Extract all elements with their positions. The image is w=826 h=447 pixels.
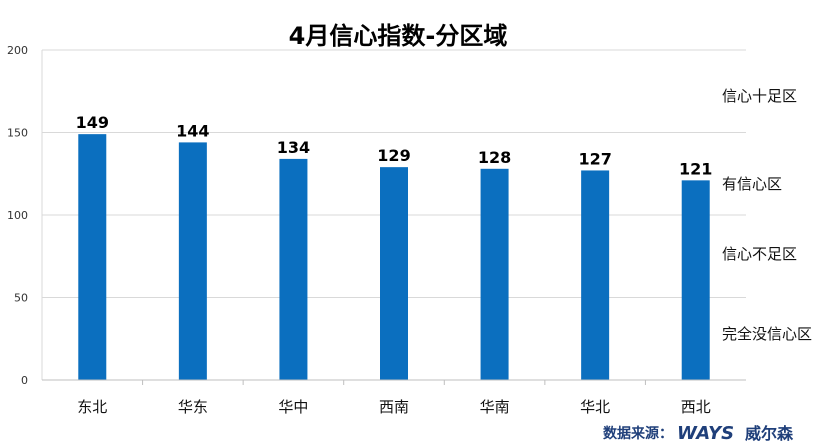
- data-label: 134: [277, 138, 310, 157]
- y-tick-label: 150: [7, 127, 28, 140]
- zone-label-high: 信心十足区: [722, 87, 797, 105]
- brand-logo-text: WAYS: [677, 423, 734, 444]
- bars: 149 144 134 129 128 127 121: [76, 113, 712, 380]
- x-tick-label: 西南: [379, 398, 409, 416]
- zone-label-confident: 有信心区: [722, 175, 782, 193]
- brand-cn: 威尔森: [745, 424, 794, 443]
- y-tick-label: 100: [7, 209, 28, 222]
- bar: [178, 142, 207, 380]
- y-tick-label: 0: [21, 374, 28, 387]
- bar: [78, 134, 107, 380]
- zone-label-none: 完全没信心区: [722, 325, 812, 343]
- zone-label-low: 信心不足区: [722, 245, 797, 263]
- source-label: 数据来源：: [603, 425, 673, 442]
- chart-title: 4月信心指数-分区域: [289, 22, 508, 50]
- bar: [279, 158, 308, 380]
- source-footer: 数据来源： WAYS 威尔森: [603, 423, 794, 444]
- x-tick-label: 华东: [178, 398, 208, 416]
- y-tick-label: 200: [7, 44, 28, 57]
- bar: [581, 170, 610, 380]
- bar: [681, 180, 710, 380]
- x-tick-label: 华南: [480, 398, 510, 416]
- data-label: 149: [76, 113, 109, 132]
- zone-labels: 信心十足区 有信心区 信心不足区 完全没信心区: [722, 87, 812, 343]
- data-label: 127: [578, 149, 611, 168]
- data-label: 121: [679, 159, 712, 178]
- x-tick-label: 东北: [77, 398, 107, 416]
- bar: [380, 167, 408, 380]
- y-axis: 0 50 100 150 200: [7, 44, 43, 387]
- bar: [480, 168, 509, 380]
- x-axis: 东北 华东 华中 西南 华南 华北 西北: [42, 379, 746, 416]
- y-tick-label: 50: [14, 292, 28, 305]
- x-tick-label: 华北: [580, 398, 610, 416]
- x-tick-label: 华中: [278, 398, 308, 416]
- x-tick-label: 西北: [681, 398, 711, 416]
- data-label: 128: [478, 148, 511, 167]
- data-label: 129: [377, 146, 410, 165]
- data-label: 144: [176, 121, 209, 140]
